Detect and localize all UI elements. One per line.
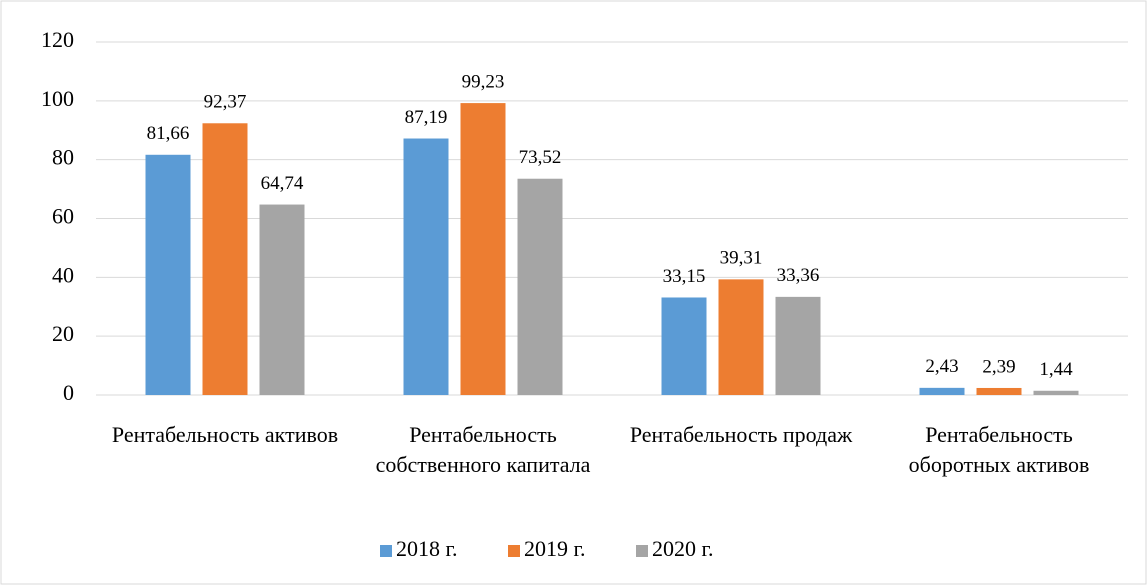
data-label: 2,39 <box>982 356 1015 377</box>
legend-label: 2020 г. <box>652 536 714 561</box>
legend-label: 2019 г. <box>524 536 586 561</box>
x-tick-label: Рентабельность продаж <box>629 422 853 447</box>
data-label: 81,66 <box>147 123 190 144</box>
data-label: 87,19 <box>405 107 448 128</box>
bar <box>718 279 764 395</box>
y-tick-label: 0 <box>63 380 74 405</box>
bar <box>976 387 1022 395</box>
bar <box>919 387 965 395</box>
legend-swatch <box>636 545 648 557</box>
y-tick-label: 60 <box>52 204 74 229</box>
x-tick-label: Рентабельность активов <box>111 422 339 447</box>
data-label: 92,37 <box>204 92 247 113</box>
data-label: 73,52 <box>519 147 562 168</box>
bar <box>517 178 563 395</box>
y-tick-label: 40 <box>52 262 74 287</box>
x-tick-label: Рентабельность оборотных активов <box>908 422 1090 477</box>
legend-swatch <box>380 545 392 557</box>
legend-label: 2018 г. <box>396 536 458 561</box>
data-label: 99,23 <box>462 71 505 92</box>
data-label: 1,44 <box>1039 359 1073 380</box>
data-label: 33,36 <box>777 265 820 286</box>
data-label: 33,15 <box>663 266 706 287</box>
y-tick-label: 80 <box>52 145 74 170</box>
data-label: 2,43 <box>925 356 958 377</box>
data-label: 64,74 <box>261 173 304 194</box>
bar <box>1033 390 1079 395</box>
bar <box>202 123 248 395</box>
bar <box>775 296 821 395</box>
data-label: 39,31 <box>720 248 763 269</box>
y-tick-label: 120 <box>41 27 74 52</box>
bar <box>661 297 707 395</box>
y-tick-label: 20 <box>52 321 74 346</box>
x-tick-label: Рентабельность собственного капитала <box>375 422 591 477</box>
y-tick-label: 100 <box>41 86 74 111</box>
bar <box>403 138 449 395</box>
bar <box>145 154 191 395</box>
bar <box>259 204 305 395</box>
bar <box>460 103 506 395</box>
legend-swatch <box>508 545 520 557</box>
